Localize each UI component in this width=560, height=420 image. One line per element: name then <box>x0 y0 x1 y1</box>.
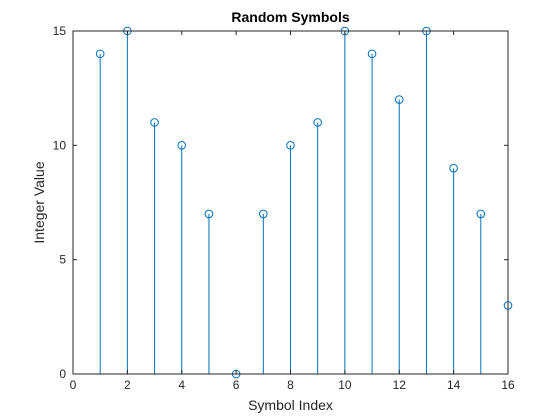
y-tick-label: 10 <box>53 138 67 152</box>
y-tick-label: 0 <box>59 367 66 381</box>
x-tick-label: 6 <box>233 378 240 392</box>
x-axis-ticks: 0 2 4 6 8 10 12 14 16 <box>70 31 515 392</box>
stem-marker <box>259 209 268 219</box>
x-tick-label: 2 <box>124 378 131 392</box>
x-tick-label: 10 <box>338 378 352 392</box>
x-tick-label: 12 <box>393 378 407 392</box>
x-tick-label: 16 <box>501 378 515 392</box>
stem-marker <box>367 49 377 59</box>
x-tick-label: 14 <box>447 378 461 392</box>
chart-title: Random Symbols <box>231 9 349 25</box>
stem-marker <box>476 209 486 219</box>
stem-marker <box>150 118 159 127</box>
stem-series <box>95 26 513 379</box>
x-tick-label: 8 <box>287 378 294 392</box>
y-tick-label: 5 <box>59 253 66 267</box>
stem-marker <box>449 163 458 173</box>
stem-marker <box>177 141 187 150</box>
x-tick-label: 0 <box>70 378 77 392</box>
y-tick-label: 15 <box>53 24 67 38</box>
y-axis-ticks: 0 5 10 15 <box>53 24 508 381</box>
stem-marker <box>286 141 295 150</box>
stem-marker <box>95 49 105 59</box>
y-axis-label: Integer Value <box>31 161 47 243</box>
stem-marker <box>394 95 404 104</box>
x-axis-label: Symbol Index <box>248 397 333 413</box>
x-tick-label: 4 <box>178 378 185 392</box>
stem-marker <box>313 118 322 127</box>
stem-marker <box>204 209 214 219</box>
